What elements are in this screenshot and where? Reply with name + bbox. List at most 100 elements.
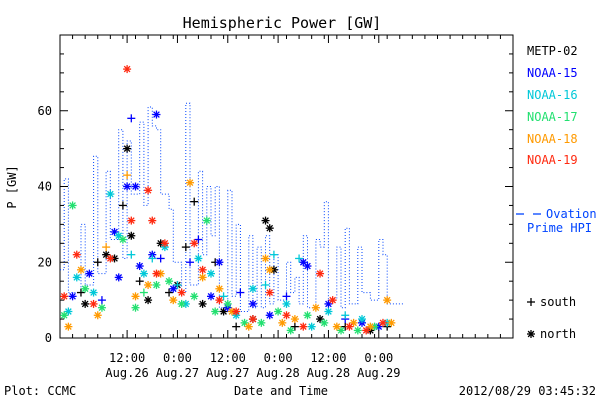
data-point <box>85 269 94 278</box>
data-point <box>269 250 278 259</box>
data-point <box>332 322 341 331</box>
data-point <box>207 292 215 301</box>
data-point <box>282 299 291 308</box>
data-point <box>211 307 220 316</box>
data-point <box>248 299 257 308</box>
data-point <box>173 280 182 289</box>
data-point <box>127 114 136 123</box>
data-point <box>295 254 304 263</box>
y-tick-label: 60 <box>38 104 52 118</box>
legend: METP-02 NOAA-15 NOAA-16 NOAA-17 NOAA-18 NOAA-… <box>516 44 597 341</box>
data-point <box>341 311 350 320</box>
data-point <box>248 284 257 293</box>
data-point <box>190 197 199 206</box>
data-point <box>311 303 320 312</box>
data-point <box>139 269 148 278</box>
data-point <box>135 277 144 286</box>
x-tick-date: Aug.26 <box>105 366 148 380</box>
data-point <box>286 326 295 335</box>
data-point <box>127 231 136 240</box>
legend-item-noaa-17: NOAA-17 <box>527 110 578 124</box>
data-point <box>316 269 325 278</box>
data-point <box>198 273 207 282</box>
data-point <box>177 299 186 308</box>
data-point <box>207 269 215 278</box>
data-point <box>68 201 77 210</box>
data-point <box>278 318 287 327</box>
series-noaa-19 <box>60 65 387 335</box>
data-point <box>198 265 207 274</box>
x-tick-time: 0:00 <box>364 351 393 365</box>
data-point <box>60 311 69 320</box>
x-tick-time: 12:00 <box>310 351 346 365</box>
data-point <box>261 280 270 289</box>
y-tick-label: 0 <box>45 331 52 345</box>
data-point <box>165 288 174 297</box>
data-point <box>236 288 245 297</box>
legend-ovation-label-1: Ovation <box>546 207 597 221</box>
data-point <box>383 296 392 305</box>
data-point <box>131 303 140 312</box>
legend-item-noaa-19: NOAA-19 <box>527 153 578 167</box>
data-point <box>232 322 241 331</box>
data-point <box>186 258 195 267</box>
x-tick-time: 12:00 <box>109 351 145 365</box>
data-point <box>76 265 85 274</box>
data-point <box>160 239 169 248</box>
data-point <box>265 224 274 233</box>
data-point <box>387 318 396 327</box>
data-point <box>152 110 161 119</box>
data-point <box>123 144 132 153</box>
data-point <box>186 178 195 187</box>
data-point <box>215 284 224 293</box>
data-point <box>72 273 81 282</box>
x-tick-date: Aug.28 <box>256 366 299 380</box>
data-point <box>202 216 211 225</box>
data-point <box>282 311 291 320</box>
data-point <box>64 322 73 331</box>
y-tick-label: 20 <box>38 255 52 269</box>
data-point <box>89 299 98 308</box>
legend-marker-label-north: north <box>540 327 576 341</box>
data-point <box>60 292 69 301</box>
x-tick-date: Aug.27 <box>156 366 199 380</box>
data-point <box>248 315 257 324</box>
x-tick-time: 0:00 <box>264 351 293 365</box>
data-point <box>198 299 207 308</box>
data-point <box>345 322 354 331</box>
data-point <box>127 216 136 225</box>
data-point <box>169 296 178 305</box>
legend-ovation-label-2: Prime HPI <box>527 221 592 235</box>
data-point <box>265 311 274 320</box>
data-point <box>89 288 98 297</box>
data-point <box>102 243 111 252</box>
data-point <box>177 288 186 297</box>
legend-marker-south <box>527 298 535 306</box>
data-point <box>156 254 165 263</box>
data-point <box>165 277 174 286</box>
x-tick-date: Aug.27 <box>206 366 249 380</box>
data-point <box>223 299 232 308</box>
data-point <box>72 250 81 259</box>
y-tick-label: 40 <box>38 180 52 194</box>
data-point <box>169 284 178 293</box>
data-point <box>299 322 308 331</box>
data-point <box>290 322 299 331</box>
data-point <box>194 235 203 244</box>
legend-marker-north <box>527 330 535 338</box>
data-point <box>93 311 102 320</box>
data-point <box>106 254 115 263</box>
y-axis-ticks: 0 20 40 60 <box>38 53 513 345</box>
data-point <box>215 296 224 305</box>
data-point <box>118 201 127 210</box>
data-point <box>358 315 366 324</box>
legend-marker-label-south: south <box>540 295 576 309</box>
x-tick-date: Aug.29 <box>357 366 400 380</box>
data-point <box>131 182 140 191</box>
series-noaa-18 <box>64 171 396 331</box>
data-point <box>114 273 123 282</box>
data-point <box>320 318 329 327</box>
data-point <box>118 235 127 244</box>
data-point <box>127 250 136 259</box>
data-point <box>68 292 77 301</box>
